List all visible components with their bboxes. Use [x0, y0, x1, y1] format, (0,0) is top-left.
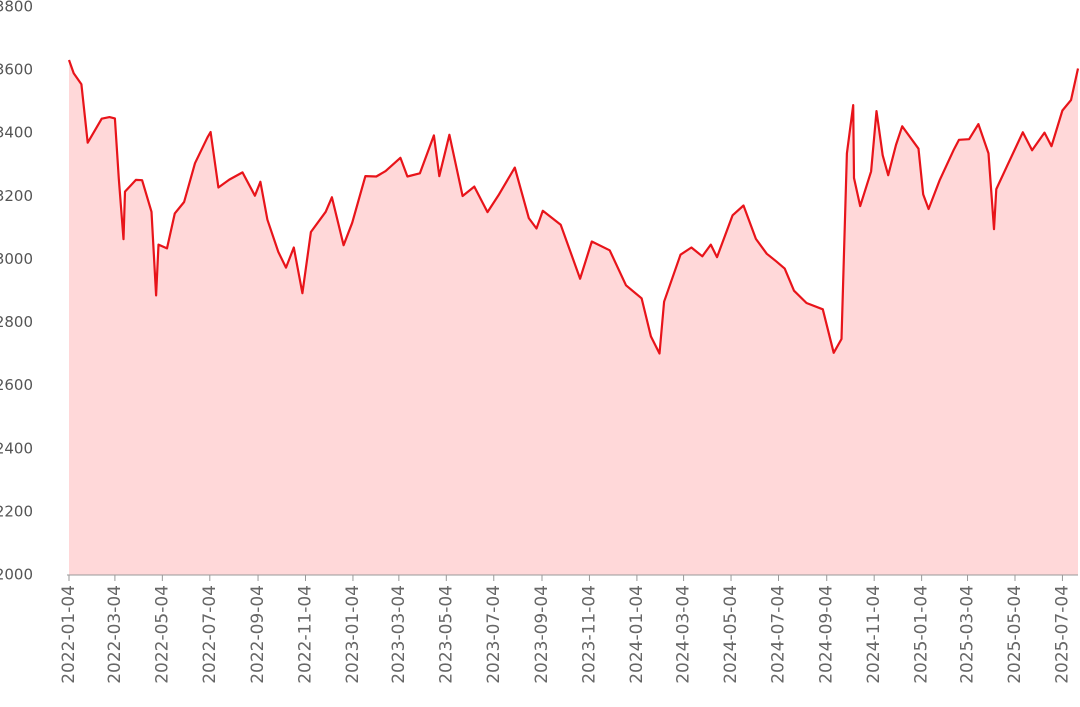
x-tick-label: 2024-01-04 [627, 585, 647, 684]
x-tick-label: 2023-09-04 [532, 585, 552, 684]
x-tick-label: 2022-03-04 [105, 585, 125, 684]
x-tick-label: 2024-05-04 [721, 585, 741, 684]
y-tick-label: 2200 [0, 502, 33, 520]
x-tick-label: 2025-05-04 [1005, 585, 1025, 684]
y-tick-label: 2600 [0, 376, 33, 394]
x-tick-label: 2025-01-04 [912, 585, 932, 684]
x-tick-label: 2024-03-04 [674, 585, 694, 684]
x-tick-label: 2022-09-04 [248, 585, 268, 684]
y-tick-label: 2800 [0, 313, 33, 331]
x-tick-label: 2023-03-04 [389, 585, 409, 684]
y-tick-label: 3800 [0, 0, 33, 16]
x-tick-label: 2025-07-04 [1052, 585, 1072, 684]
x-tick-label: 2022-07-04 [200, 585, 220, 684]
x-tick-label: 2024-07-04 [768, 585, 788, 684]
y-tick-label: 2000 [0, 566, 33, 584]
x-tick-label: 2022-05-04 [152, 585, 172, 684]
x-tick-label: 2023-07-04 [484, 585, 504, 684]
area [69, 60, 1078, 575]
y-tick-label: 3400 [0, 124, 33, 142]
y-tick-label: 3600 [0, 61, 33, 79]
y-tick-label: 3200 [0, 187, 33, 205]
x-tick-label: 2023-11-04 [579, 585, 599, 684]
x-tick-label: 2024-09-04 [817, 585, 837, 684]
y-tick-label: 3000 [0, 250, 33, 268]
line [67, 59, 1080, 355]
x-tick-label: 2022-11-04 [295, 585, 315, 684]
x-tick-label: 2023-01-04 [343, 585, 363, 684]
x-tick-label: 2025-03-04 [958, 585, 978, 684]
y-tick-label: 2400 [0, 439, 33, 457]
x-tick-label: 2024-11-04 [864, 585, 884, 684]
x-tick-label: 2022-01-04 [59, 585, 79, 684]
x-tick-label: 2023-05-04 [436, 585, 456, 684]
